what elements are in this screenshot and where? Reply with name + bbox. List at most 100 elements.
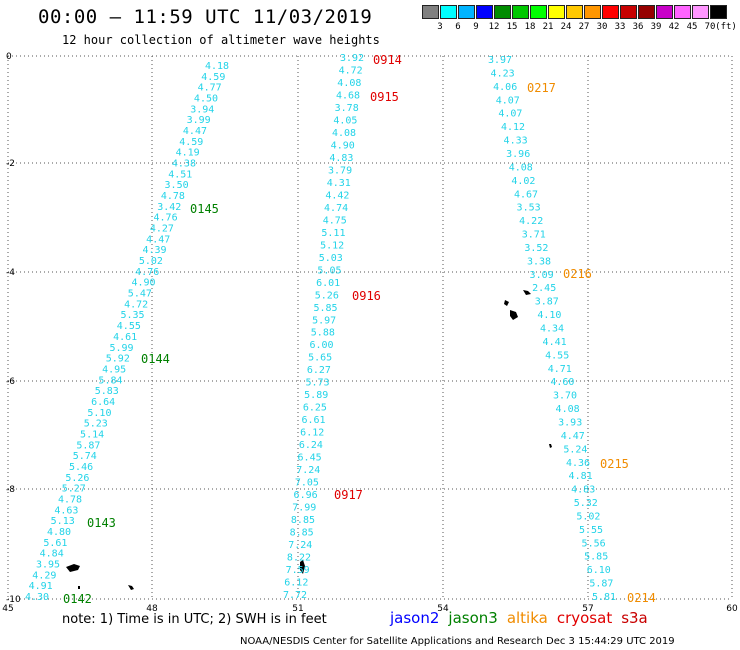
color-tick-label: 27 — [578, 22, 590, 32]
wave-height-value: 4.08 — [337, 78, 361, 89]
map-title: 00:00 – 11:59 UTC 11/03/2019 — [38, 6, 373, 28]
color-swatch — [530, 5, 547, 19]
wave-height-value: 4.23 — [491, 68, 515, 79]
wave-height-value: 5.02 — [139, 256, 163, 267]
wave-height-value: 5.26 — [315, 290, 339, 301]
wave-height-value: 4.61 — [113, 332, 137, 343]
wave-height-value: 4.07 — [498, 109, 522, 120]
satellite-legend: jason2 jason3 altika cryosat s3a — [390, 609, 657, 627]
wave-height-value: 4.84 — [40, 549, 64, 560]
island-shape — [78, 586, 80, 589]
wave-height-value: 4.55 — [117, 321, 141, 332]
color-swatch — [548, 5, 565, 19]
wave-height-value: 5.74 — [73, 451, 97, 462]
color-tick-label: 42 — [668, 22, 680, 32]
wave-height-value: 6.27 — [307, 365, 331, 376]
wave-height-value: 4.83 — [329, 153, 353, 164]
wave-height-value: 4.83 — [571, 485, 595, 496]
wave-height-value: 3.53 — [517, 203, 541, 214]
legend-item-cryosat: cryosat — [556, 609, 613, 627]
color-swatch — [512, 5, 529, 19]
wave-height-value: 5.83 — [95, 386, 119, 397]
wave-height-value: 4.47 — [183, 126, 207, 137]
wave-height-value: 4.68 — [336, 90, 360, 101]
wave-height-value: 6.25 — [303, 403, 327, 414]
wave-height-value: 4.72 — [339, 65, 363, 76]
wave-height-value: 4.51 — [168, 169, 192, 180]
legend-item-s3a: s3a — [621, 609, 648, 627]
wave-height-value: 5.05 — [317, 265, 341, 276]
wave-height-value: 3.93 — [558, 417, 582, 428]
wave-height-value: 3.79 — [328, 165, 352, 176]
wave-height-value: 4.10 — [537, 310, 561, 321]
color-unit-label: (ft) — [715, 22, 737, 32]
wave-height-value: 5.32 — [574, 498, 598, 509]
wave-height-value: 4.05 — [333, 115, 357, 126]
wave-height-value: 4.33 — [504, 136, 528, 147]
color-swatch — [584, 5, 601, 19]
pass-time-label: 0914 — [373, 53, 402, 67]
color-swatch — [638, 5, 655, 19]
wave-height-value: 4.71 — [548, 364, 572, 375]
wave-height-value: 4.27 — [150, 224, 174, 235]
wave-height-value: 5.87 — [76, 440, 100, 451]
color-tick-label: 21 — [542, 22, 554, 32]
wave-height-value: 4.30 — [25, 592, 49, 603]
wave-height-value: 6.61 — [302, 415, 326, 426]
wave-height-value: 4.02 — [511, 176, 535, 187]
wave-height-value: 4.36 — [566, 458, 590, 469]
wave-height-value: 3.87 — [535, 297, 559, 308]
wave-height-value: 7.72 — [283, 590, 307, 601]
color-swatch — [674, 5, 691, 19]
wave-height-value: 5.88 — [311, 328, 335, 339]
island-outlines — [66, 290, 552, 590]
wave-height-value: 7.24 — [296, 465, 320, 476]
wave-height-value: 4.34 — [540, 324, 564, 335]
map-subtitle: 12 hour collection of altimeter wave hei… — [62, 33, 380, 47]
wave-height-value: 7.99 — [292, 503, 316, 514]
wave-height-value: 4.67 — [514, 189, 538, 200]
wave-height-value: 4.59 — [179, 137, 203, 148]
pass-time-label: 0216 — [563, 267, 592, 281]
island-shape — [300, 560, 305, 574]
wave-height-value: 7.05 — [295, 478, 319, 489]
wave-height-value: 4.47 — [146, 234, 170, 245]
pass-time-label: 0917 — [334, 488, 363, 502]
pass-time-label: 0145 — [190, 202, 219, 216]
wave-height-value: 4.47 — [561, 431, 585, 442]
wave-height-value: 4.63 — [54, 505, 78, 516]
color-swatch — [602, 5, 619, 19]
pass-time-label: 0215 — [600, 457, 629, 471]
wave-height-value: 5.99 — [109, 343, 133, 354]
wave-height-value: 5.56 — [582, 538, 606, 549]
color-swatch — [422, 5, 439, 19]
wave-height-value: 4.18 — [205, 61, 229, 72]
wave-height-value: 3.70 — [553, 391, 577, 402]
wave-height-value: 4.19 — [176, 148, 200, 159]
pass-time-label: 0144 — [141, 352, 170, 366]
wave-height-value: 5.85 — [313, 303, 337, 314]
island-shape — [549, 444, 552, 448]
wave-height-value: 6.12 — [284, 578, 308, 589]
color-swatch — [692, 5, 709, 19]
wave-height-value: 4.42 — [325, 190, 349, 201]
wave-height-value: 5.89 — [304, 390, 328, 401]
wave-height-value: 5.26 — [65, 473, 89, 484]
color-tick-label: 3 — [437, 22, 443, 32]
x-tick-label: 51 — [292, 604, 303, 614]
wave-height-value: 8.85 — [290, 528, 314, 539]
footnote: note: 1) Time is in UTC; 2) SWH is in fe… — [62, 612, 327, 627]
wave-height-value: 4.29 — [32, 570, 56, 581]
wave-height-value: 4.39 — [143, 245, 167, 256]
wave-height-value: 6.00 — [309, 340, 333, 351]
wave-height-value: 3.97 — [488, 55, 512, 66]
wave-height-value: 5.27 — [62, 484, 86, 495]
wave-height-value: 6.12 — [300, 428, 324, 439]
y-tick-label: -2 — [6, 159, 15, 169]
legend-item-jason3: jason3 — [448, 609, 498, 627]
grid-lines — [7, 55, 733, 600]
color-swatch — [620, 5, 637, 19]
wave-height-value: 3.50 — [165, 180, 189, 191]
pass-time-label: 0142 — [63, 592, 92, 606]
